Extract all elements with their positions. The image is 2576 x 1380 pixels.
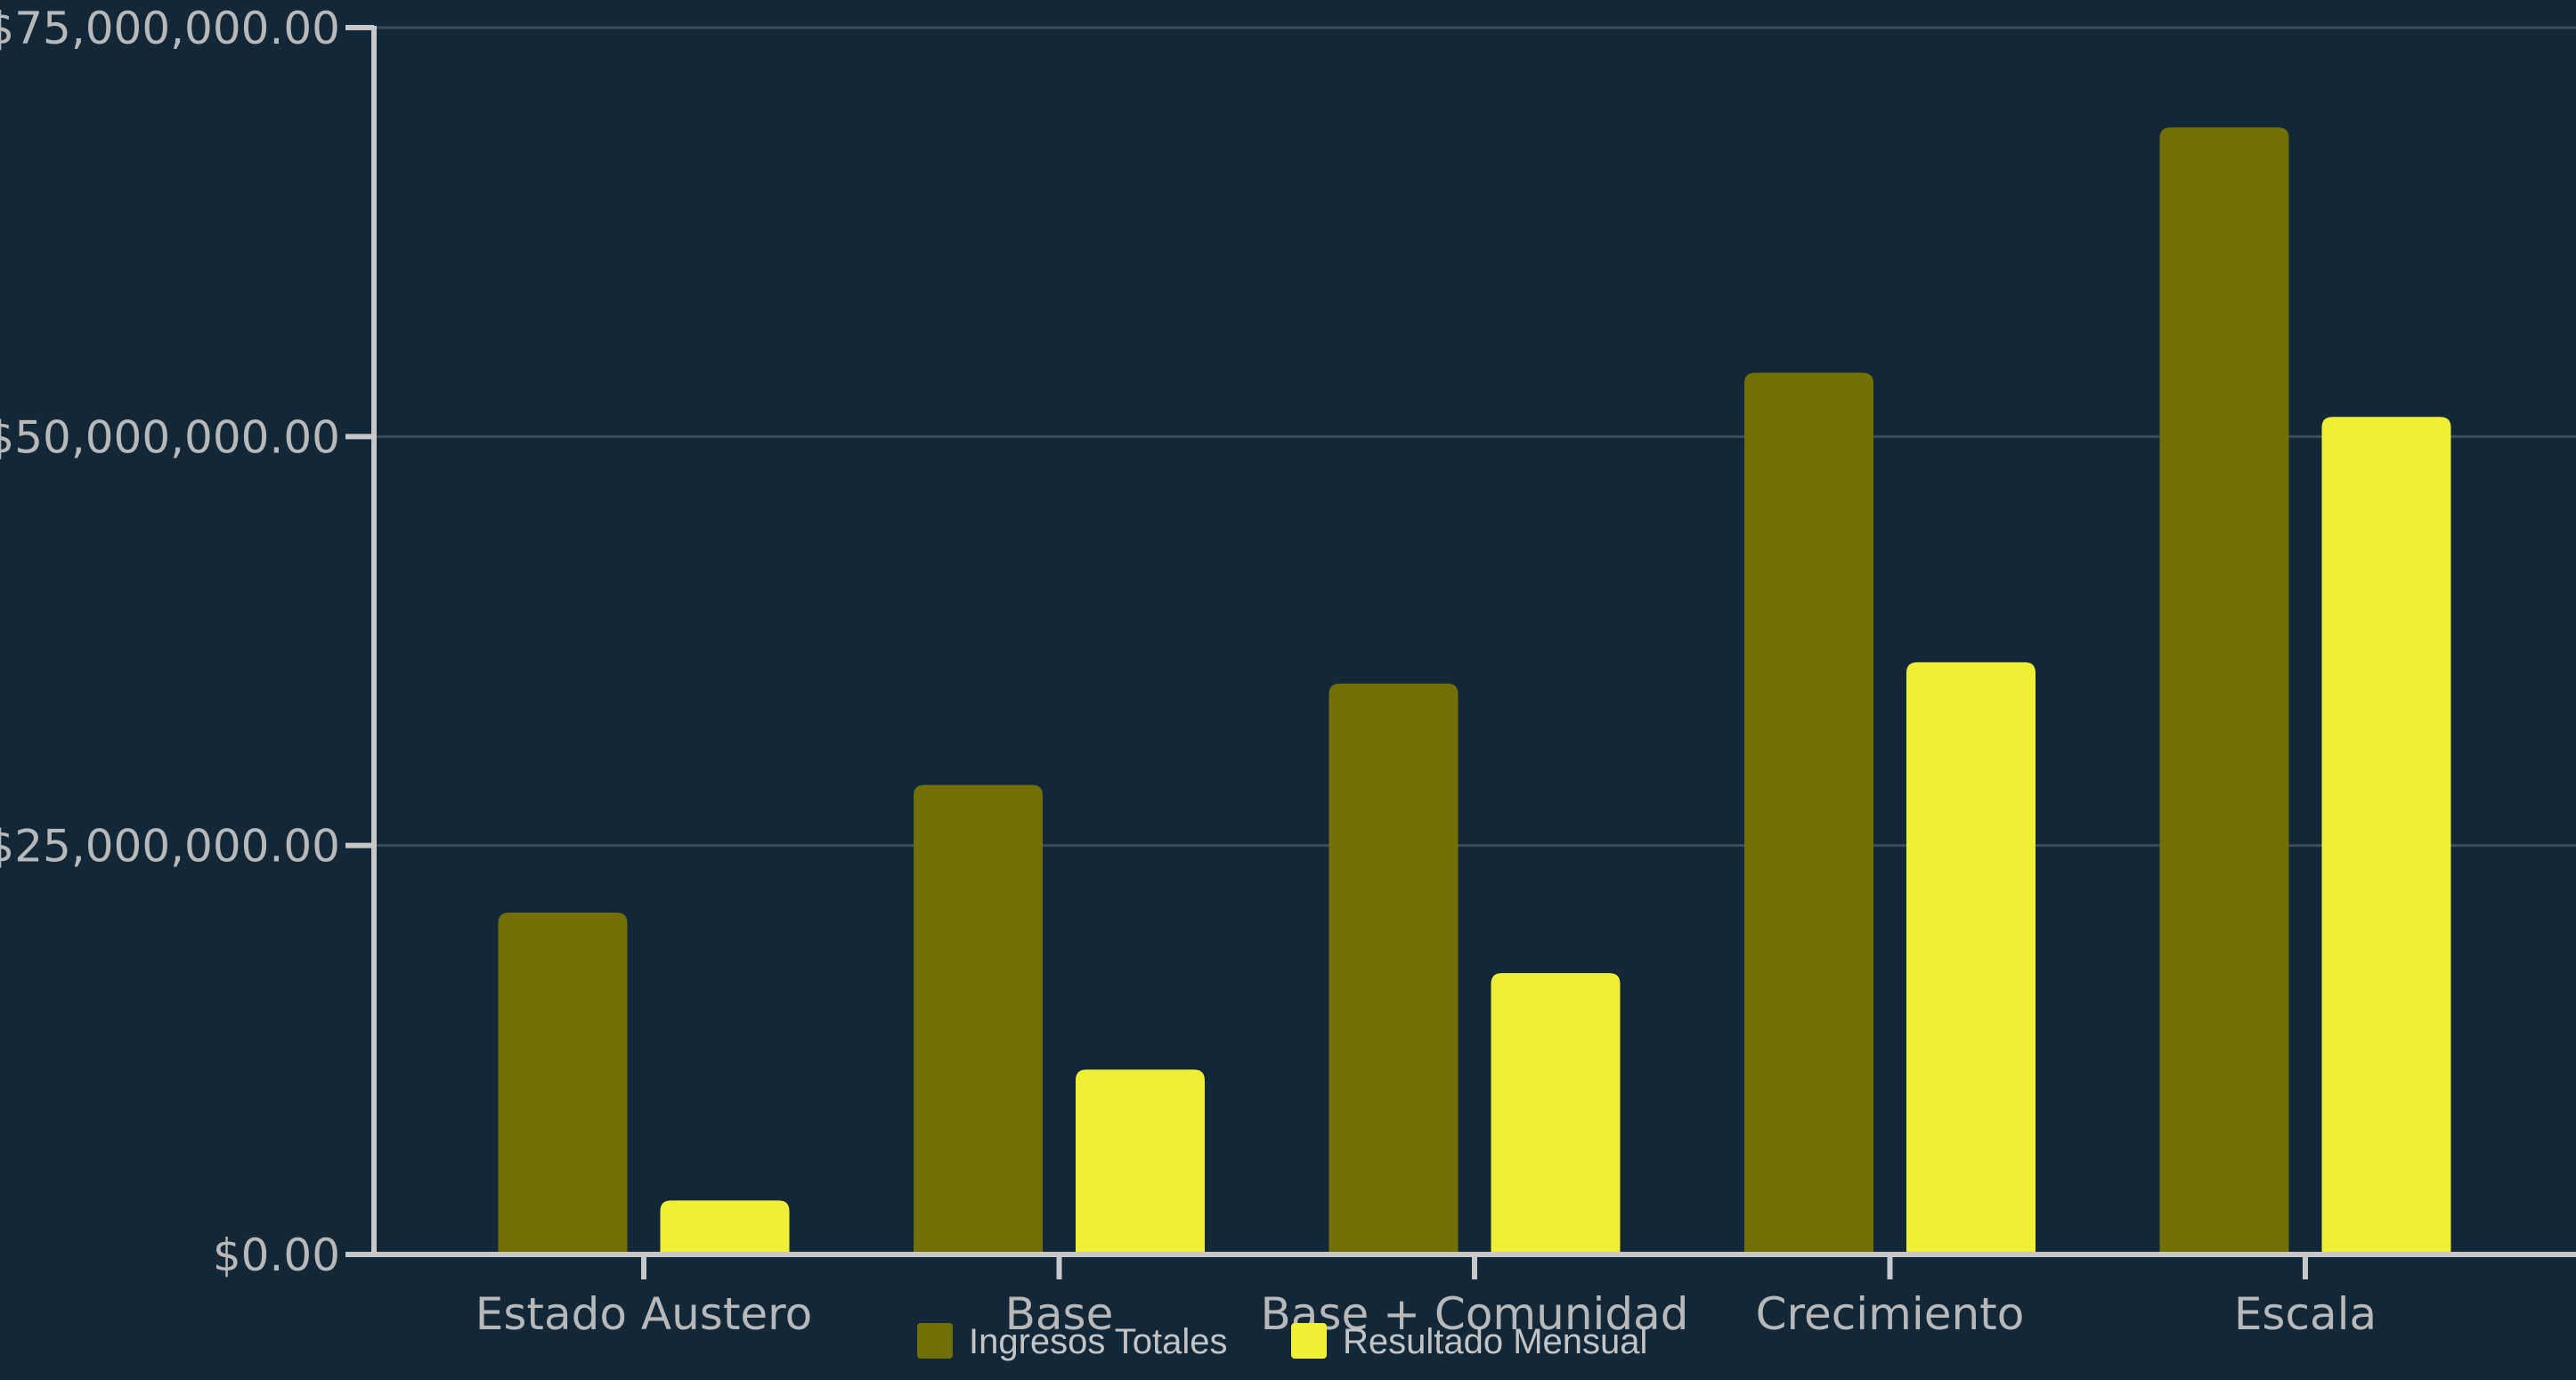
bar	[660, 1200, 790, 1254]
legend-label: Resultado Mensual	[1343, 1322, 1647, 1361]
legend-label: Ingresos Totales	[969, 1322, 1228, 1361]
bar	[1329, 683, 1459, 1254]
y-tick-label: $50,000,000.00	[0, 411, 340, 463]
x-tick-label: Crecimiento	[1756, 1288, 2025, 1340]
legend: Ingresos Totales Resultado Mensual	[917, 1322, 1647, 1361]
bar	[498, 912, 628, 1254]
bars	[498, 127, 2451, 1254]
bar	[1491, 972, 1621, 1254]
bar	[2159, 127, 2289, 1254]
legend-swatch	[917, 1323, 953, 1359]
x-tick-label: Base	[1005, 1288, 1114, 1340]
bar	[1076, 1069, 1205, 1254]
x-tick-label: Estado Austero	[475, 1288, 812, 1340]
bar	[1906, 662, 2036, 1254]
axes: $0.00 $25,000,000.00 $50,000,000.00 $75,000…	[0, 3, 2576, 1340]
y-tick-label: $75,000,000.00	[0, 3, 340, 54]
bar	[1744, 372, 1873, 1254]
x-tick-label: Escala	[2234, 1288, 2377, 1340]
y-tick-label: $25,000,000.00	[0, 821, 340, 873]
legend-swatch	[1291, 1323, 1327, 1359]
y-tick-label: $0.00	[213, 1230, 340, 1281]
bar	[914, 784, 1043, 1254]
bar	[2321, 417, 2451, 1254]
x-tick-label: Base + Comunidad	[1260, 1288, 1688, 1340]
